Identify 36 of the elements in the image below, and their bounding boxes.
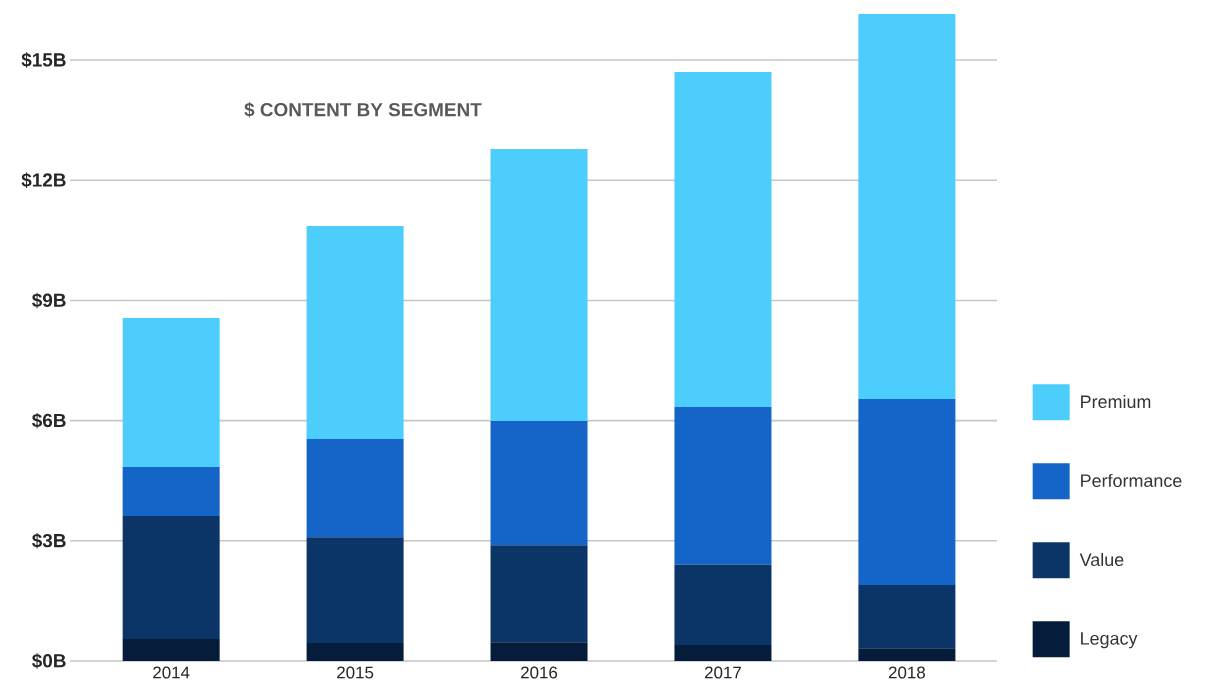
- bar: [674, 72, 772, 407]
- x-tick-label: 2016: [521, 666, 558, 679]
- x-tick-label: 2015: [337, 666, 374, 679]
- bar: [858, 398, 956, 585]
- bar: [858, 648, 956, 661]
- bar: [674, 407, 772, 565]
- bar: [306, 642, 404, 661]
- bar: [306, 537, 404, 643]
- legend-label: Value: [1079, 552, 1124, 567]
- bar: [674, 564, 772, 645]
- bar: [122, 638, 220, 661]
- bar: [490, 421, 588, 546]
- legend-label: Legacy: [1081, 632, 1138, 649]
- bar: [490, 149, 588, 422]
- bar: [122, 467, 220, 516]
- bar: [490, 545, 588, 643]
- bar: [858, 584, 956, 649]
- y-tick-label: $12B: [21, 172, 66, 188]
- bar: [858, 14, 956, 399]
- y-tick-label: $9B: [32, 292, 66, 309]
- x-tick-label: 2018: [888, 666, 925, 679]
- bar: [490, 642, 588, 661]
- legend-label: Premium: [1081, 394, 1151, 409]
- y-tick-label: $3B: [32, 533, 66, 549]
- bar: [122, 515, 220, 639]
- bar: [674, 644, 772, 661]
- x-tick-label: 2017: [704, 666, 741, 679]
- y-tick-label: $6B: [32, 412, 66, 429]
- bar: [306, 439, 404, 538]
- bar: [306, 225, 404, 440]
- x-tick-label: 2014: [153, 666, 190, 679]
- text: $ CONTENT BY SEGMENT: [244, 102, 482, 118]
- legend-label: Performance: [1081, 473, 1182, 488]
- y-tick-label: $0B: [32, 653, 66, 669]
- y-tick-label: $15B: [21, 52, 66, 68]
- bar: [122, 318, 220, 468]
